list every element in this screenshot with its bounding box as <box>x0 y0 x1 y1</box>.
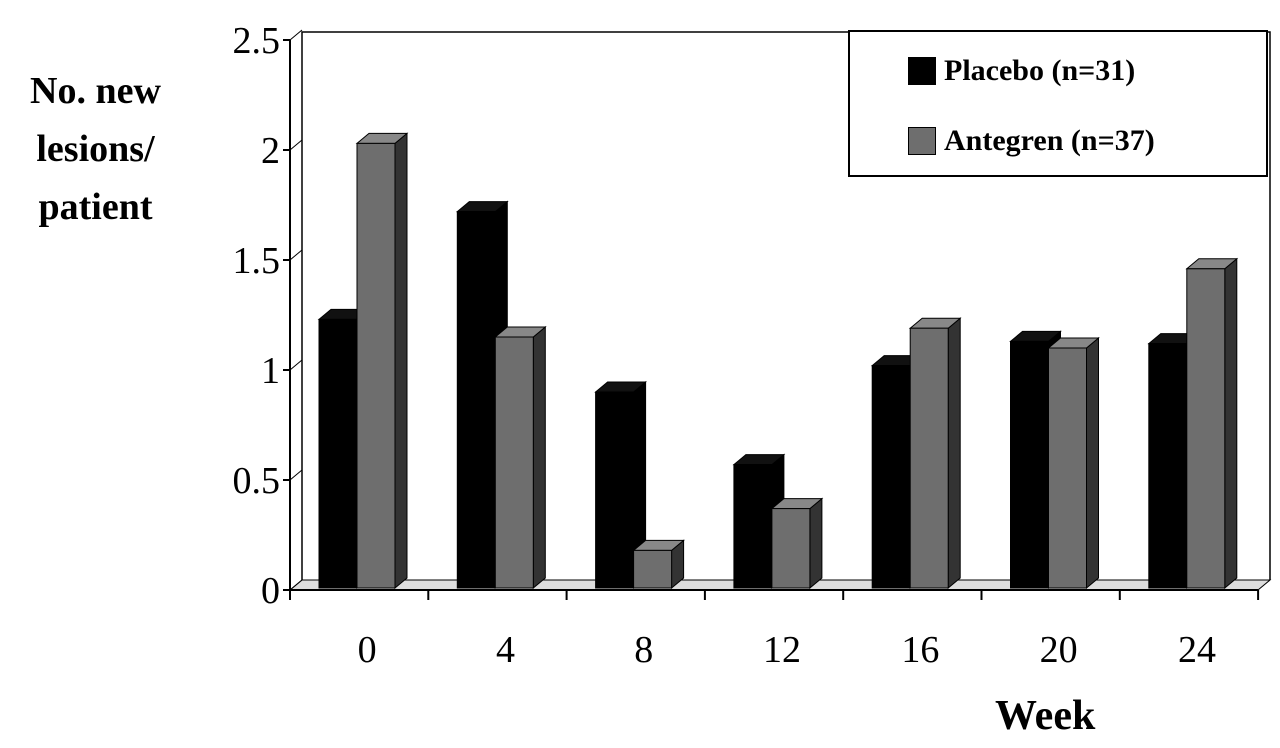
bar-side <box>947 317 961 590</box>
y-axis-label-line: No. new <box>30 70 161 112</box>
y-tick-diagonal <box>289 249 303 261</box>
bar-antegren <box>356 142 396 589</box>
bar-antegren <box>633 549 673 589</box>
x-tick-label: 24 <box>1178 629 1216 671</box>
bar-placebo <box>456 211 496 589</box>
bar-side <box>1224 257 1238 590</box>
y-tick-diagonal <box>289 29 303 41</box>
y-tick-label: 0.5 <box>233 460 281 502</box>
bar-side <box>809 497 823 590</box>
x-axis-label: Week <box>995 693 1096 739</box>
bar-antegren <box>1186 268 1226 589</box>
y-axis-label-line: lesions/ <box>36 128 155 170</box>
x-tick-label: 0 <box>358 629 377 671</box>
y-tick-diagonal <box>289 579 303 591</box>
bar-placebo <box>318 318 358 589</box>
bar-placebo <box>1010 340 1049 589</box>
legend-swatch <box>908 57 936 85</box>
legend-label: Placebo (n=31) <box>944 54 1136 87</box>
y-axis-label: No. new lesions/ patient <box>8 62 183 236</box>
y-axis-label-line: patient <box>38 186 153 228</box>
y-tick-label: 1.5 <box>233 240 281 282</box>
y-tick-diagonal <box>289 139 303 151</box>
bar-antegren <box>771 508 811 589</box>
plot-back-wall <box>301 31 1271 580</box>
bar-antegren <box>909 327 949 589</box>
legend-label: Antegren (n=37) <box>944 124 1155 157</box>
bar-side <box>1086 336 1099 590</box>
y-tick-diagonal <box>289 359 303 371</box>
bar-placebo <box>1148 343 1188 589</box>
bar-placebo <box>871 365 911 589</box>
y-tick-label: 2 <box>261 130 280 172</box>
bar-side <box>394 132 408 590</box>
x-tick-label: 20 <box>1040 629 1078 671</box>
y-tick-label: 2.5 <box>233 20 281 62</box>
y-tick-diagonal <box>289 469 303 481</box>
bar-side <box>532 325 546 590</box>
x-tick-label: 8 <box>634 629 653 671</box>
y-tick-label: 0 <box>261 570 280 612</box>
x-tick-label: 12 <box>763 629 801 671</box>
bar-placebo <box>595 391 635 589</box>
bar-antegren <box>494 336 534 589</box>
legend-swatch <box>908 127 936 155</box>
legend-item-placebo: Placebo (n=31) <box>908 54 1135 88</box>
bar-antegren <box>1048 347 1087 589</box>
x-tick-label: 4 <box>496 629 515 671</box>
bar-placebo <box>733 464 773 589</box>
x-tick-label: 16 <box>901 629 939 671</box>
legend-item-antegren: Antegren (n=37) <box>908 124 1155 158</box>
legend: Placebo (n=31) Antegren (n=37) <box>848 30 1268 177</box>
y-tick-label: 1 <box>261 350 280 392</box>
